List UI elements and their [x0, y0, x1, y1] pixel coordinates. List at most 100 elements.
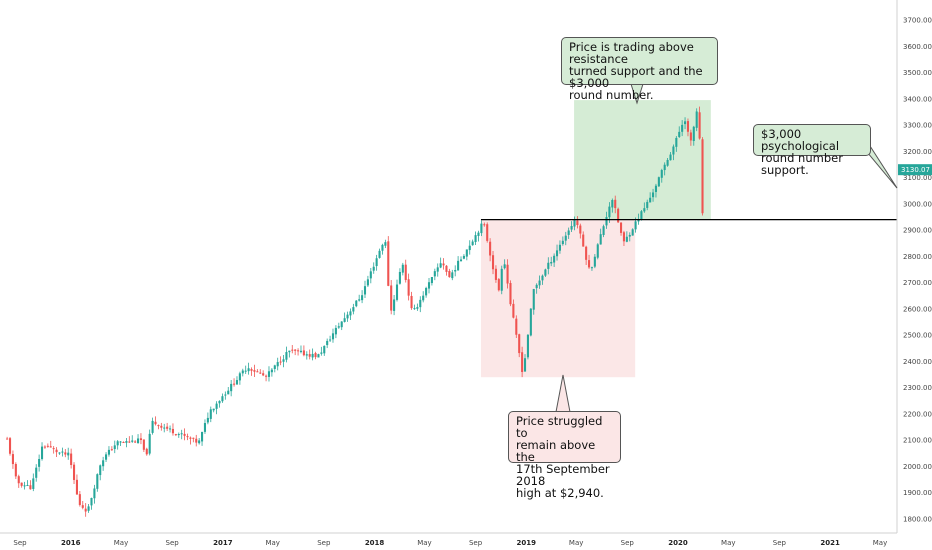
candle-body	[256, 371, 259, 373]
candle-body	[375, 258, 378, 267]
candle-body	[294, 349, 297, 351]
candle-body	[201, 431, 204, 442]
y-tick-label: 3500.00	[903, 69, 932, 77]
candle-body	[142, 439, 145, 450]
candle-body	[622, 232, 626, 242]
candle-body	[93, 488, 96, 499]
candle-body	[209, 409, 212, 419]
candle-body	[11, 454, 14, 465]
candle-body	[203, 423, 207, 432]
candle-body	[503, 264, 506, 269]
y-tick-label: 2700.00	[903, 279, 932, 287]
candle-body	[430, 276, 433, 284]
candle-body	[631, 229, 634, 236]
x-axis: Sep 2016 May Sep 2017 May Sep 2018 May Sep 2019 May…	[13, 539, 887, 547]
candle-body	[151, 420, 154, 433]
last-price-label: 3130.07	[901, 166, 930, 174]
candle-body	[343, 318, 346, 322]
candle-body	[462, 255, 465, 259]
candle-body	[404, 264, 407, 280]
candle-body	[684, 121, 687, 125]
candle-body	[558, 244, 561, 251]
candle-body	[442, 263, 445, 266]
candle-body	[608, 206, 611, 218]
candle-body	[454, 270, 457, 272]
candle-body	[393, 299, 396, 311]
x-tick-label: Sep	[773, 539, 787, 547]
y-tick-label: 2800.00	[903, 253, 932, 261]
candle-body	[8, 438, 12, 454]
y-tick-label: 3100.00	[903, 174, 932, 182]
y-tick-label: 2100.00	[903, 437, 932, 445]
candle-body	[349, 311, 352, 316]
candle-body	[538, 280, 541, 286]
candle-body	[340, 321, 343, 328]
candle-body	[628, 234, 631, 237]
candle-body	[273, 365, 276, 369]
candle-body	[186, 436, 189, 438]
x-tick-label: Sep	[621, 539, 635, 547]
y-tick-label: 2300.00	[903, 384, 932, 392]
candle-body	[218, 400, 221, 404]
candle-body	[413, 308, 416, 310]
x-tick-label: May	[569, 539, 583, 547]
candle-body	[474, 235, 477, 243]
candle-body	[439, 263, 442, 268]
candle-body	[523, 358, 527, 372]
y-tick-label: 3700.00	[903, 17, 932, 25]
candle-body	[308, 354, 311, 357]
candle-body	[49, 446, 52, 448]
candle-body	[64, 452, 67, 455]
x-tick-label: Sep	[13, 539, 27, 547]
candle-body	[573, 220, 576, 227]
candle-body	[416, 307, 419, 309]
y-tick-label: 2200.00	[903, 410, 932, 418]
candle-body	[619, 222, 623, 233]
candle-body	[38, 459, 41, 467]
candle-body	[311, 353, 314, 358]
candle-body	[180, 433, 183, 435]
candle-body	[634, 221, 637, 230]
candle-body	[67, 452, 70, 456]
candle-body	[329, 339, 332, 341]
candle-body	[366, 279, 369, 286]
candle-body	[436, 267, 439, 272]
candle-body	[291, 349, 294, 351]
candle-body	[529, 308, 532, 336]
candle-body	[171, 428, 175, 434]
candle-body	[267, 371, 271, 377]
candle-body	[637, 219, 640, 222]
candle-body	[125, 441, 128, 443]
candle-body	[247, 368, 250, 372]
y-tick-label: 1900.00	[903, 489, 932, 497]
candle-body	[128, 441, 131, 443]
candle-body	[166, 426, 169, 429]
candle-body	[81, 505, 84, 508]
candle-body	[486, 224, 489, 241]
candle-body	[26, 485, 29, 487]
candle-body	[131, 440, 134, 442]
candle-body	[666, 159, 669, 166]
candle-body	[14, 464, 17, 477]
candle-body	[483, 224, 486, 226]
candle-body	[241, 370, 244, 374]
x-tick-label: May	[265, 539, 279, 547]
candle-body	[640, 211, 643, 220]
candle-body	[136, 438, 140, 444]
candle-body	[663, 164, 666, 171]
candle-body	[596, 244, 599, 258]
candle-body	[43, 446, 46, 448]
candle-body	[198, 440, 201, 444]
candle-body	[20, 482, 23, 486]
candle-body	[314, 353, 317, 358]
candle-body	[567, 230, 570, 235]
candle-body	[387, 241, 390, 286]
candle-body	[244, 370, 247, 372]
candle-body	[40, 446, 44, 460]
candle-body	[302, 350, 305, 356]
candle-body	[625, 236, 628, 242]
candle-body	[282, 359, 285, 362]
candle-body	[233, 383, 236, 385]
candle-body	[169, 428, 172, 430]
